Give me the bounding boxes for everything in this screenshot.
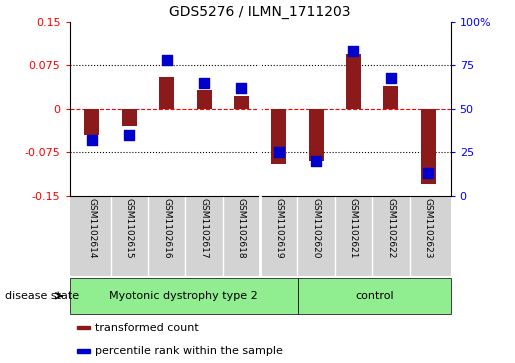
Text: GSM1102616: GSM1102616 (162, 199, 171, 259)
Point (424, 171, 432, 176)
Bar (346, 54, 361, 109)
Text: GSM1102621: GSM1102621 (349, 199, 358, 259)
Bar (383, 86, 398, 109)
Point (274, 150, 283, 155)
Point (387, 75, 395, 81)
Bar (197, 90, 212, 109)
Point (88, 137, 96, 143)
Bar (159, 77, 174, 109)
FancyBboxPatch shape (298, 278, 451, 314)
Bar (77, 349, 90, 353)
Text: GSM1102615: GSM1102615 (125, 199, 134, 259)
Text: percentile rank within the sample: percentile rank within the sample (95, 346, 283, 356)
Bar (234, 96, 249, 109)
Bar (77, 326, 90, 330)
Bar (84, 109, 99, 135)
Point (163, 57, 171, 63)
Text: GSM1102623: GSM1102623 (424, 199, 433, 259)
Bar (308, 109, 323, 161)
Text: GSM1102619: GSM1102619 (274, 199, 283, 259)
Point (200, 80, 208, 86)
FancyBboxPatch shape (70, 278, 298, 314)
Bar (421, 109, 436, 184)
Text: Myotonic dystrophy type 2: Myotonic dystrophy type 2 (110, 291, 258, 301)
Title: GDS5276 / ILMN_1711203: GDS5276 / ILMN_1711203 (169, 5, 351, 19)
Text: disease state: disease state (5, 291, 79, 301)
Text: transformed count: transformed count (95, 323, 199, 333)
Text: GSM1102617: GSM1102617 (199, 199, 209, 259)
Point (349, 49, 357, 54)
Point (125, 132, 133, 138)
Point (312, 158, 320, 164)
Point (237, 85, 246, 91)
Text: GSM1102620: GSM1102620 (312, 199, 321, 259)
Bar (271, 109, 286, 164)
Text: GSM1102622: GSM1102622 (386, 199, 396, 259)
Bar (122, 109, 137, 126)
Text: GSM1102614: GSM1102614 (88, 199, 96, 259)
Text: control: control (355, 291, 393, 301)
Text: GSM1102618: GSM1102618 (237, 199, 246, 259)
